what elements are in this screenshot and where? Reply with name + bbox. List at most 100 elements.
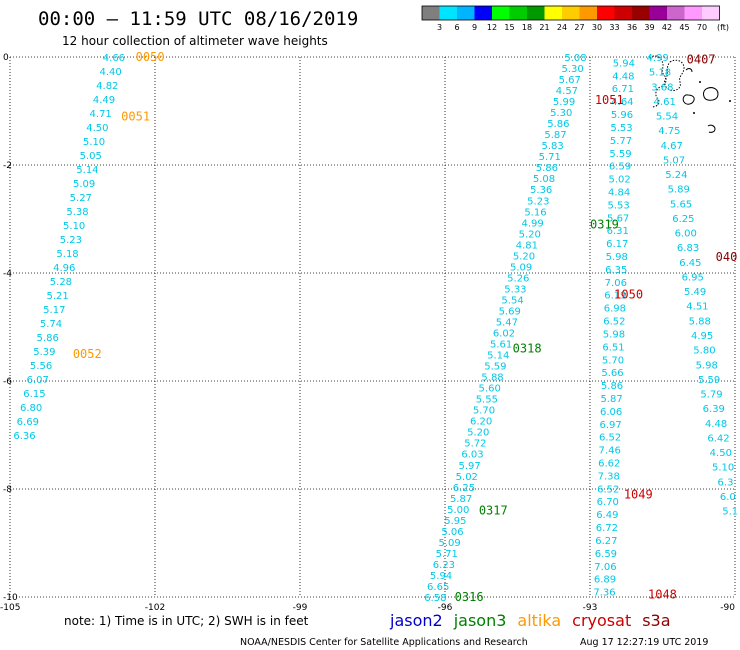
swh-value: 6.25 [672, 214, 694, 225]
colorbar-label: 12 [487, 23, 497, 32]
legend-cryosat: cryosat [572, 611, 631, 630]
chart-subtitle: 12 hour collection of altimeter wave hei… [62, 34, 328, 48]
swh-value: 6.0 [720, 492, 736, 503]
swh-value: 4.81 [516, 240, 538, 251]
swh-value: 6.07 [27, 375, 49, 386]
swh-value: 6.95 [682, 272, 704, 283]
colorbar-swatch [544, 6, 562, 20]
colorbar-label: 45 [679, 23, 689, 32]
jason3-track: 5.085.305.674.575.995.305.865.875.835.71… [424, 53, 586, 604]
swh-value: 5.89 [668, 185, 690, 196]
swh-value: 5.09 [510, 262, 532, 273]
swh-value: 5.99 [553, 97, 575, 108]
pass-time-label: 0050 [136, 50, 165, 64]
swh-value: 6.59 [595, 549, 617, 560]
swh-value: 5.16 [524, 207, 546, 218]
colorbar-label: 42 [662, 23, 672, 32]
colorbar-swatch [702, 6, 720, 20]
swh-value: 5.69 [499, 306, 521, 317]
swh-value: 5.86 [536, 163, 558, 174]
san-cristobal-island-outline [682, 94, 695, 105]
pass-time-labels: 0050 0051 0052 0407 1051 0319 040 1050 0318 1049 0… [73, 50, 738, 604]
swh-value: 5.83 [541, 141, 563, 152]
swh-value: 5.72 [464, 439, 486, 450]
swh-value: 5.87 [600, 394, 622, 405]
swh-value: 5.66 [601, 368, 623, 379]
pass-time-label: 0052 [73, 347, 102, 361]
swh-value: 5.36 [530, 185, 552, 196]
swh-value: 4.67 [661, 141, 683, 152]
swh-value: 4.71 [90, 109, 112, 120]
colorbar-swatch [562, 6, 580, 20]
swh-value: 4.99 [647, 53, 669, 64]
swh-value: 6.72 [596, 523, 618, 534]
colorbar-label: 6 [454, 23, 459, 32]
swh-value: 4.50 [86, 123, 108, 134]
swh-value: 5.86 [37, 333, 59, 344]
colorbar-swatch [614, 6, 632, 20]
swh-value: 4.84 [608, 187, 630, 198]
swh-value: 7.06 [594, 562, 616, 573]
swh-value: 4.48 [705, 419, 727, 430]
swh-value: 5.07 [663, 155, 685, 166]
swh-value: 5.70 [602, 355, 624, 366]
chart-title: 00:00 — 11:59 UTC 08/16/2019 [38, 8, 358, 30]
swh-value: 6.03 [461, 450, 483, 461]
swh-value: 5.20 [513, 251, 535, 262]
swh-value: 5.14 [76, 165, 98, 176]
swh-value: 6.17 [606, 239, 628, 250]
swh-value: 5.94 [613, 58, 635, 69]
generated-timestamp: Aug 17 12:27:19 UTC 2019 [580, 637, 708, 648]
swh-value: 6.20 [470, 417, 492, 428]
swh-value: 5.30 [550, 108, 572, 119]
swh-value: 4.50 [710, 448, 732, 459]
y-tick-label: -10 [3, 593, 18, 603]
swh-value: 5.94 [430, 571, 452, 582]
colorbar-label: 30 [592, 23, 602, 32]
swh-value: 5.02 [608, 175, 630, 186]
pass-time-label: 1051 [595, 93, 624, 107]
x-tick-label: -90 [720, 603, 735, 613]
swh-value: 6.80 [20, 403, 42, 414]
swh-value: 5.23 [60, 235, 82, 246]
colorbar-unit: (ft) [717, 23, 729, 32]
colorbar-swatch [509, 6, 527, 20]
swh-value: 7.38 [598, 471, 620, 482]
swh-value: 4.61 [654, 97, 676, 108]
swh-value: 5.98 [696, 360, 718, 371]
swh-value: 5.80 [693, 346, 715, 357]
swh-value: 4.64 [611, 97, 633, 108]
satellite-tracks: 4.66 4.40 4.82 4.49 4.71 4.50 5.10 5.05 5.14 5.09… [13, 53, 738, 604]
swh-value: 6.89 [594, 575, 616, 586]
east-island-outline [703, 87, 719, 101]
colorbar-label: 36 [627, 23, 637, 32]
swh-value: 5.10 [63, 221, 85, 232]
legend-s3a: s3a [642, 611, 670, 630]
swh-value: 5.86 [601, 381, 623, 392]
islet-dot [729, 100, 731, 102]
swh-value: 6.51 [602, 342, 624, 353]
swh-value: 6.69 [17, 417, 39, 428]
swh-value: 6.52 [597, 484, 619, 495]
swh-value: 5.1 [722, 507, 738, 518]
swh-value: 6.35 [605, 265, 627, 276]
swh-value: 6.52 [599, 433, 621, 444]
colorbar-swatch [422, 6, 440, 20]
swh-value: 5.18 [649, 68, 671, 79]
colorbar-label: 33 [609, 23, 619, 32]
colorbar-legend: 3 6 9 12 15 18 21 24 27 30 33 36 39 42 45 70 [421, 5, 720, 32]
swh-value: 4.57 [556, 86, 578, 97]
swh-value: 4.49 [93, 95, 115, 106]
x-tick-label: -102 [145, 603, 165, 613]
swh-value: 5.30 [562, 64, 584, 75]
swh-value: 5.24 [665, 170, 687, 181]
swh-value: 5.97 [459, 461, 481, 472]
swh-value: 4.51 [686, 302, 708, 313]
swh-value: 6.59 [609, 162, 631, 173]
swh-value: 6.27 [595, 536, 617, 547]
colorbar-label: 18 [522, 23, 532, 32]
colorbar-swatch [457, 6, 475, 20]
swh-value: 6.39 [703, 404, 725, 415]
colorbar-swatch [439, 6, 457, 20]
galapagos-coastline [649, 55, 731, 133]
